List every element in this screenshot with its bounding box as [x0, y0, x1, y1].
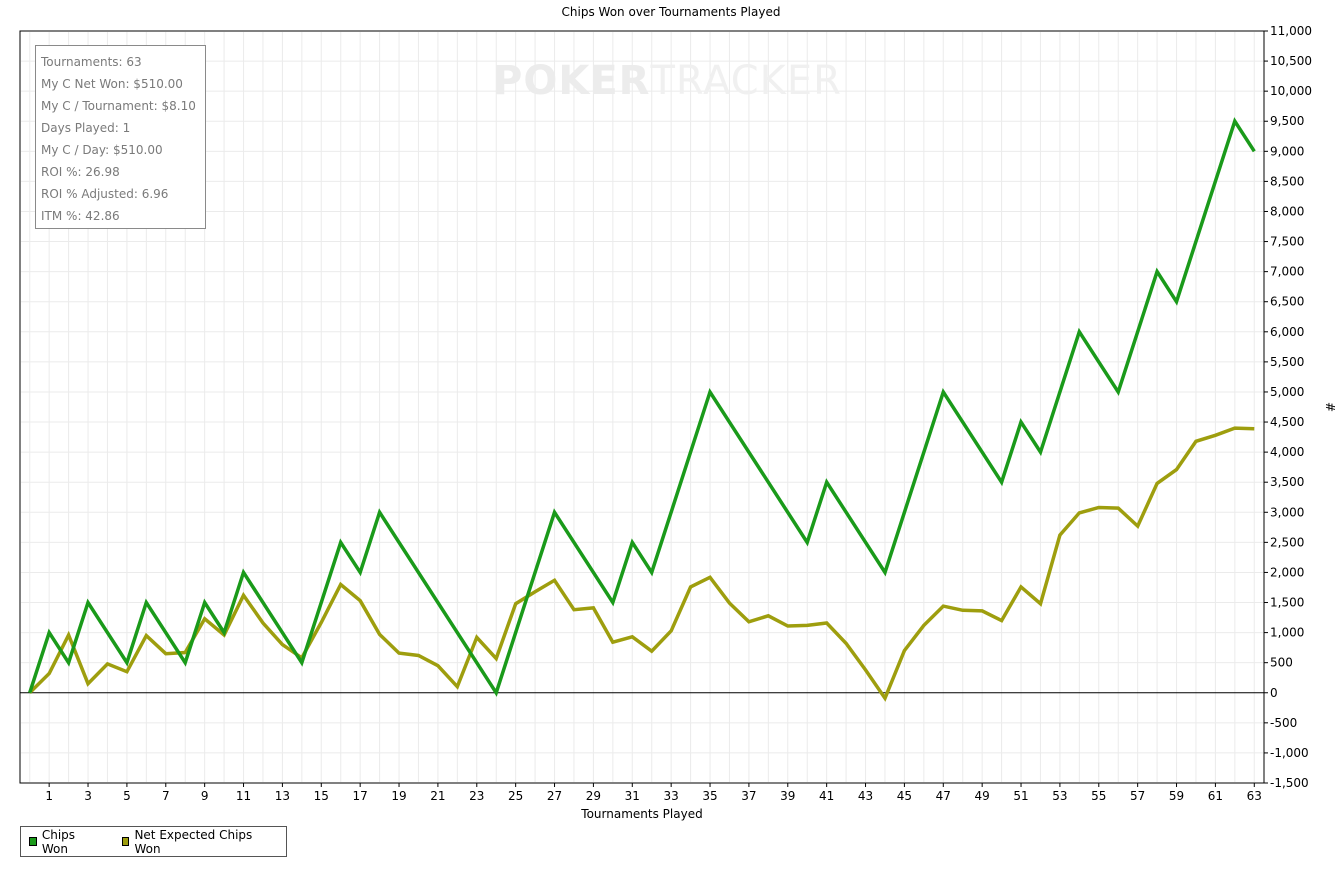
x-tick-label: 3 — [84, 789, 92, 803]
chips-won-line — [28, 117, 1256, 697]
plot-frame — [19, 30, 1265, 784]
y-tick-label: 9,000 — [1270, 144, 1304, 158]
x-tick-label: 35 — [702, 789, 717, 803]
x-tick-label: 49 — [975, 789, 990, 803]
axis-ticks: -1,500 -1,000 -500 0 500 1,000 1,500 2,000 2,500… — [45, 24, 1312, 803]
x-tick-label: 43 — [858, 789, 873, 803]
legend-item-chips-won[interactable]: Chips Won — [29, 828, 95, 856]
series-lines — [28, 117, 1256, 702]
x-tick-label: 9 — [201, 789, 209, 803]
x-tick-label: 57 — [1130, 789, 1145, 803]
y-tick-label: 7,000 — [1270, 265, 1304, 279]
x-tick-label: 21 — [430, 789, 445, 803]
stat-net-won: My C Net Won: $510.00 — [41, 77, 183, 91]
chips-won-swatch — [29, 837, 37, 846]
x-tick-label: 13 — [275, 789, 290, 803]
x-tick-label: 5 — [123, 789, 131, 803]
y-tick-label: 4,000 — [1270, 445, 1304, 459]
y-tick-label: -1,000 — [1270, 746, 1309, 760]
x-tick-label: 7 — [162, 789, 170, 803]
stat-roi-adjusted: ROI % Adjusted: 6.96 — [41, 187, 169, 201]
legend-label-net-expected: Net Expected Chips Won — [134, 827, 253, 856]
y-tick-label: 2,000 — [1270, 565, 1304, 579]
x-tick-label: 29 — [586, 789, 601, 803]
y-tick-label: 0 — [1270, 686, 1278, 700]
x-tick-label: 61 — [1208, 789, 1223, 803]
y-tick-label: 2,500 — [1270, 535, 1304, 549]
x-tick-label: 39 — [780, 789, 795, 803]
x-tick-label: 45 — [897, 789, 912, 803]
x-tick-label: 51 — [1013, 789, 1028, 803]
y-tick-label: 1,000 — [1270, 626, 1304, 640]
stats-panel: Tournaments: 63 My C Net Won: $510.00 My… — [35, 45, 206, 229]
chart-title: Chips Won over Tournaments Played — [562, 5, 781, 19]
x-tick-label: 33 — [664, 789, 679, 803]
y-tick-label: 10,500 — [1270, 54, 1312, 68]
x-tick-label: 55 — [1091, 789, 1106, 803]
x-tick-label: 53 — [1052, 789, 1067, 803]
net-expected-line — [28, 426, 1255, 702]
y-tick-label: 1,500 — [1270, 596, 1304, 610]
x-tick-label: 27 — [547, 789, 562, 803]
x-tick-label: 17 — [353, 789, 368, 803]
x-tick-label: 23 — [469, 789, 484, 803]
x-tick-label: 11 — [236, 789, 251, 803]
y-tick-label: 5,500 — [1270, 355, 1304, 369]
stat-per-day: My C / Day: $510.00 — [41, 143, 163, 157]
y-tick-label: 7,500 — [1270, 235, 1304, 249]
legend: Chips Won Net Expected Chips Won — [20, 826, 287, 857]
x-tick-label: 63 — [1247, 789, 1262, 803]
x-tick-label: 25 — [508, 789, 523, 803]
y-tick-label: 3,000 — [1270, 505, 1304, 519]
y-tick-label: 4,500 — [1270, 415, 1304, 429]
x-tick-label: 59 — [1169, 789, 1184, 803]
stat-roi: ROI %: 26.98 — [41, 165, 120, 179]
x-axis-label: Tournaments Played — [580, 807, 702, 821]
y-tick-label: -1,500 — [1270, 776, 1309, 790]
y-tick-label: -500 — [1270, 716, 1297, 730]
y-tick-label: 11,000 — [1270, 24, 1312, 38]
stat-per-tournament: My C / Tournament: $8.10 — [41, 99, 196, 113]
x-tick-label: 41 — [819, 789, 834, 803]
y-tick-label: 6,500 — [1270, 295, 1304, 309]
y-tick-label: 9,500 — [1270, 114, 1304, 128]
poker-tracker-logo: POKERTRACKER — [493, 58, 842, 104]
x-tick-label: 19 — [391, 789, 406, 803]
stat-tournaments: Tournaments: 63 — [41, 55, 142, 69]
legend-item-net-expected[interactable]: Net Expected Chips Won — [121, 827, 259, 856]
x-tick-label: 15 — [314, 789, 329, 803]
y-tick-label: 10,000 — [1270, 84, 1312, 98]
y-tick-label: 8,500 — [1270, 174, 1304, 188]
y-tick-label: 8,000 — [1270, 204, 1304, 218]
y-tick-label: 5,000 — [1270, 385, 1304, 399]
y-axis-label: # — [1323, 402, 1337, 412]
net-expected-swatch — [121, 837, 130, 846]
x-tick-label: 37 — [741, 789, 756, 803]
x-tick-label: 47 — [936, 789, 951, 803]
y-tick-label: 3,500 — [1270, 475, 1304, 489]
x-tick-label: 31 — [625, 789, 640, 803]
y-tick-label: 6,000 — [1270, 325, 1304, 339]
stat-days-played: Days Played: 1 — [41, 121, 131, 135]
stat-itm: ITM %: 42.86 — [41, 209, 120, 223]
x-tick-label: 1 — [45, 789, 53, 803]
y-tick-label: 500 — [1270, 656, 1293, 670]
legend-label-chips-won: Chips Won — [41, 827, 76, 856]
